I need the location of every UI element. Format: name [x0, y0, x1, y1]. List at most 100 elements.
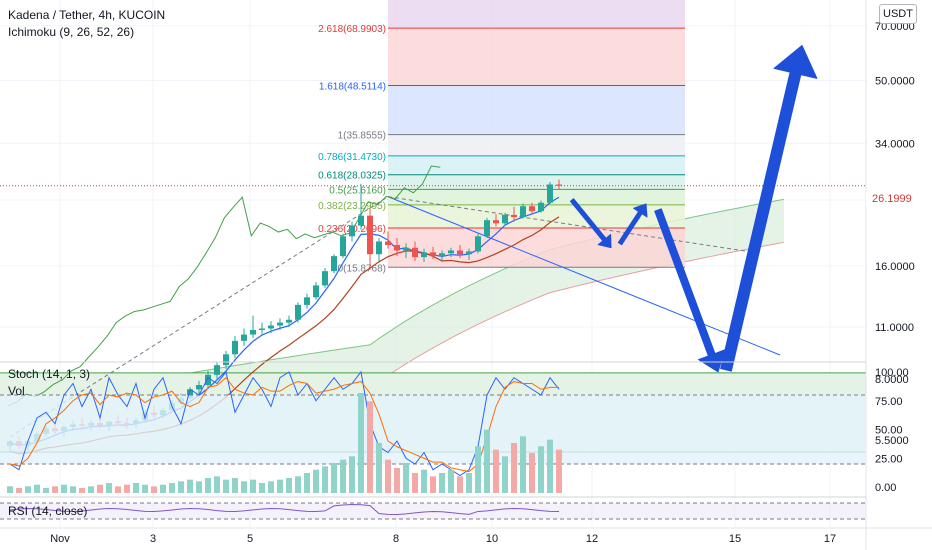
volume-bar: [142, 484, 148, 493]
volume-bar: [349, 456, 355, 493]
rsi-legend[interactable]: RSI (14, close): [8, 504, 88, 518]
stoch-band: [0, 395, 866, 464]
candle-body: [241, 334, 247, 341]
time-axis[interactable]: Nov 3 5 8 10 12 15 17: [0, 527, 932, 545]
volume-bar: [61, 484, 67, 493]
candle-body: [223, 354, 229, 366]
fib-label-0.618: 0.618(28.0325): [318, 171, 386, 182]
stoch-tick-label: 75.00: [875, 396, 903, 408]
volume-bar: [394, 468, 400, 493]
ichimoku-legend[interactable]: Ichimoku (9, 26, 52, 26): [8, 25, 135, 39]
candle-body: [547, 184, 553, 203]
time-tick-label: 8: [393, 533, 399, 545]
volume-bar: [88, 486, 94, 493]
volume-bar: [475, 446, 481, 493]
candle-body: [529, 206, 535, 212]
volume-bar: [196, 481, 202, 493]
volume-bar: [502, 456, 508, 493]
fib-band: [388, 134, 685, 156]
candle-body: [205, 374, 211, 386]
volume-legend[interactable]: Vol: [8, 384, 25, 398]
candle-body: [232, 340, 238, 355]
fib-label-2.618: 2.618(68.9903): [318, 24, 386, 35]
volume-bar: [547, 439, 553, 493]
candle-body: [484, 220, 490, 237]
time-tick-label: 5: [247, 533, 253, 545]
candle-body: [277, 322, 283, 326]
candle-body: [493, 220, 499, 224]
price-tick-label: 5.5000: [875, 435, 909, 447]
volume-bar: [7, 486, 13, 493]
volume-bar: [484, 429, 490, 493]
fib-band: [388, 155, 685, 175]
price-tick-label: 8.0000: [875, 374, 909, 386]
fib-band: [388, 85, 685, 135]
volume-bar: [439, 473, 445, 493]
time-tick-label: 10: [486, 533, 498, 545]
volume-bar: [556, 449, 562, 493]
candle-body: [268, 325, 274, 329]
stoch-k-line: [9, 370, 560, 477]
volume-bar: [43, 488, 49, 493]
fib-band: [388, 189, 685, 205]
candle-body: [439, 253, 445, 257]
price-axis[interactable]: 220.0000160.0000100.000070.000050.000034…: [865, 0, 921, 550]
volume-bar: [52, 486, 58, 493]
candle-body: [295, 304, 301, 320]
volume-bar: [448, 469, 454, 493]
candle-body: [538, 202, 544, 212]
candle-body: [412, 247, 418, 258]
time-tick-label: 12: [586, 533, 598, 545]
volume-bar: [520, 436, 526, 493]
price-tick-label: 34.0000: [875, 138, 915, 150]
volume-bar: [25, 486, 31, 493]
arrow-up-2: [720, 45, 818, 372]
volume-bar: [358, 393, 364, 493]
volume-bar: [151, 486, 157, 493]
volume-bar: [79, 488, 85, 493]
fibonacci-extension: 4.236(102.1251)3.618(89.4691)2.618(68.99…: [318, 0, 685, 274]
candle-body: [475, 236, 481, 252]
volume-bar: [97, 484, 103, 493]
volume-bar: [538, 446, 544, 493]
trend-lines: [0, 185, 866, 438]
volume-bar: [16, 488, 22, 493]
currency-badge[interactable]: USDT: [879, 4, 917, 24]
volume-bar: [493, 449, 499, 493]
volume-bar: [124, 484, 130, 493]
fib-label-0.5: 0.5(25.6160): [329, 185, 386, 196]
stochastic-pane: 100.00 75.00 50.00 25.00 0.00: [0, 361, 909, 494]
candle-body: [448, 250, 454, 254]
candle-body: [304, 297, 310, 305]
candle-body: [403, 247, 409, 251]
candle-body: [385, 241, 391, 246]
volume-bar: [250, 479, 256, 493]
candle-body: [340, 236, 346, 257]
volume-bar: [106, 483, 112, 493]
trendline-down: [387, 196, 781, 356]
candle-body: [376, 241, 382, 255]
volume-bar: [511, 443, 517, 493]
fib-band: [388, 28, 685, 86]
fib-label-1.618: 1.618(48.5114): [319, 81, 386, 92]
fib-label-0.382: 0.382(23.2995): [318, 201, 386, 212]
fib-label-0: 0(15.8768): [338, 263, 386, 274]
candle-body: [313, 285, 319, 298]
candle-body: [421, 252, 427, 258]
candle-body: [367, 215, 373, 255]
volume-bar: [385, 459, 391, 493]
stoch-tick-label: 0.00: [875, 482, 896, 494]
candle-body: [286, 319, 292, 323]
volume-bar: [466, 473, 472, 493]
volume-bar: [232, 478, 238, 493]
fib-band: [388, 204, 685, 228]
volume-bar: [178, 481, 184, 493]
stoch-legend[interactable]: Stoch (14, 1, 3): [8, 367, 91, 381]
candle-body: [214, 365, 220, 375]
volume-bar: [421, 469, 427, 493]
volume-bar: [304, 473, 310, 493]
stoch-tick-label: 25.00: [875, 453, 903, 465]
symbol-title: Kadena / Tether, 4h, KUCOIN: [8, 8, 166, 22]
volume-bar: [430, 476, 436, 493]
